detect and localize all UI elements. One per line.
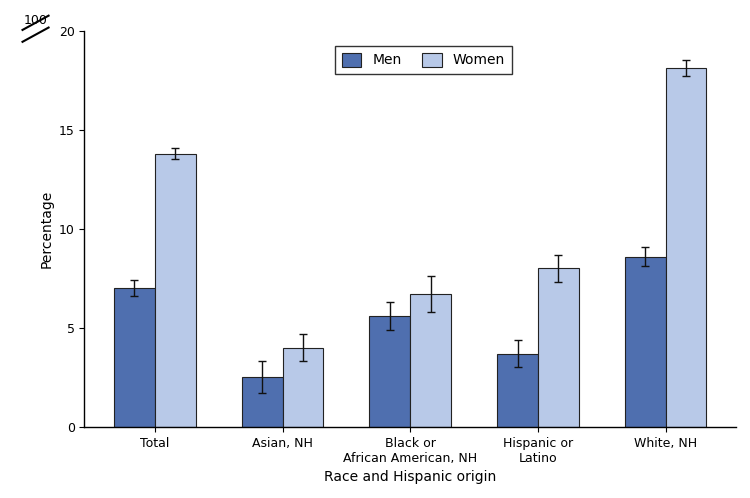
Legend: Men, Women: Men, Women — [334, 46, 512, 74]
Bar — [666, 68, 706, 427]
Bar — [155, 153, 196, 427]
X-axis label: Race and Hispanic origin: Race and Hispanic origin — [324, 470, 496, 484]
Bar — [114, 288, 155, 427]
Bar — [538, 268, 579, 427]
Bar — [370, 316, 410, 427]
Bar — [410, 294, 451, 427]
Y-axis label: Percentage: Percentage — [39, 190, 53, 268]
Bar — [497, 354, 538, 427]
Bar — [625, 256, 666, 427]
Text: 100: 100 — [23, 14, 47, 27]
Bar — [242, 377, 283, 427]
Bar — [283, 348, 323, 427]
